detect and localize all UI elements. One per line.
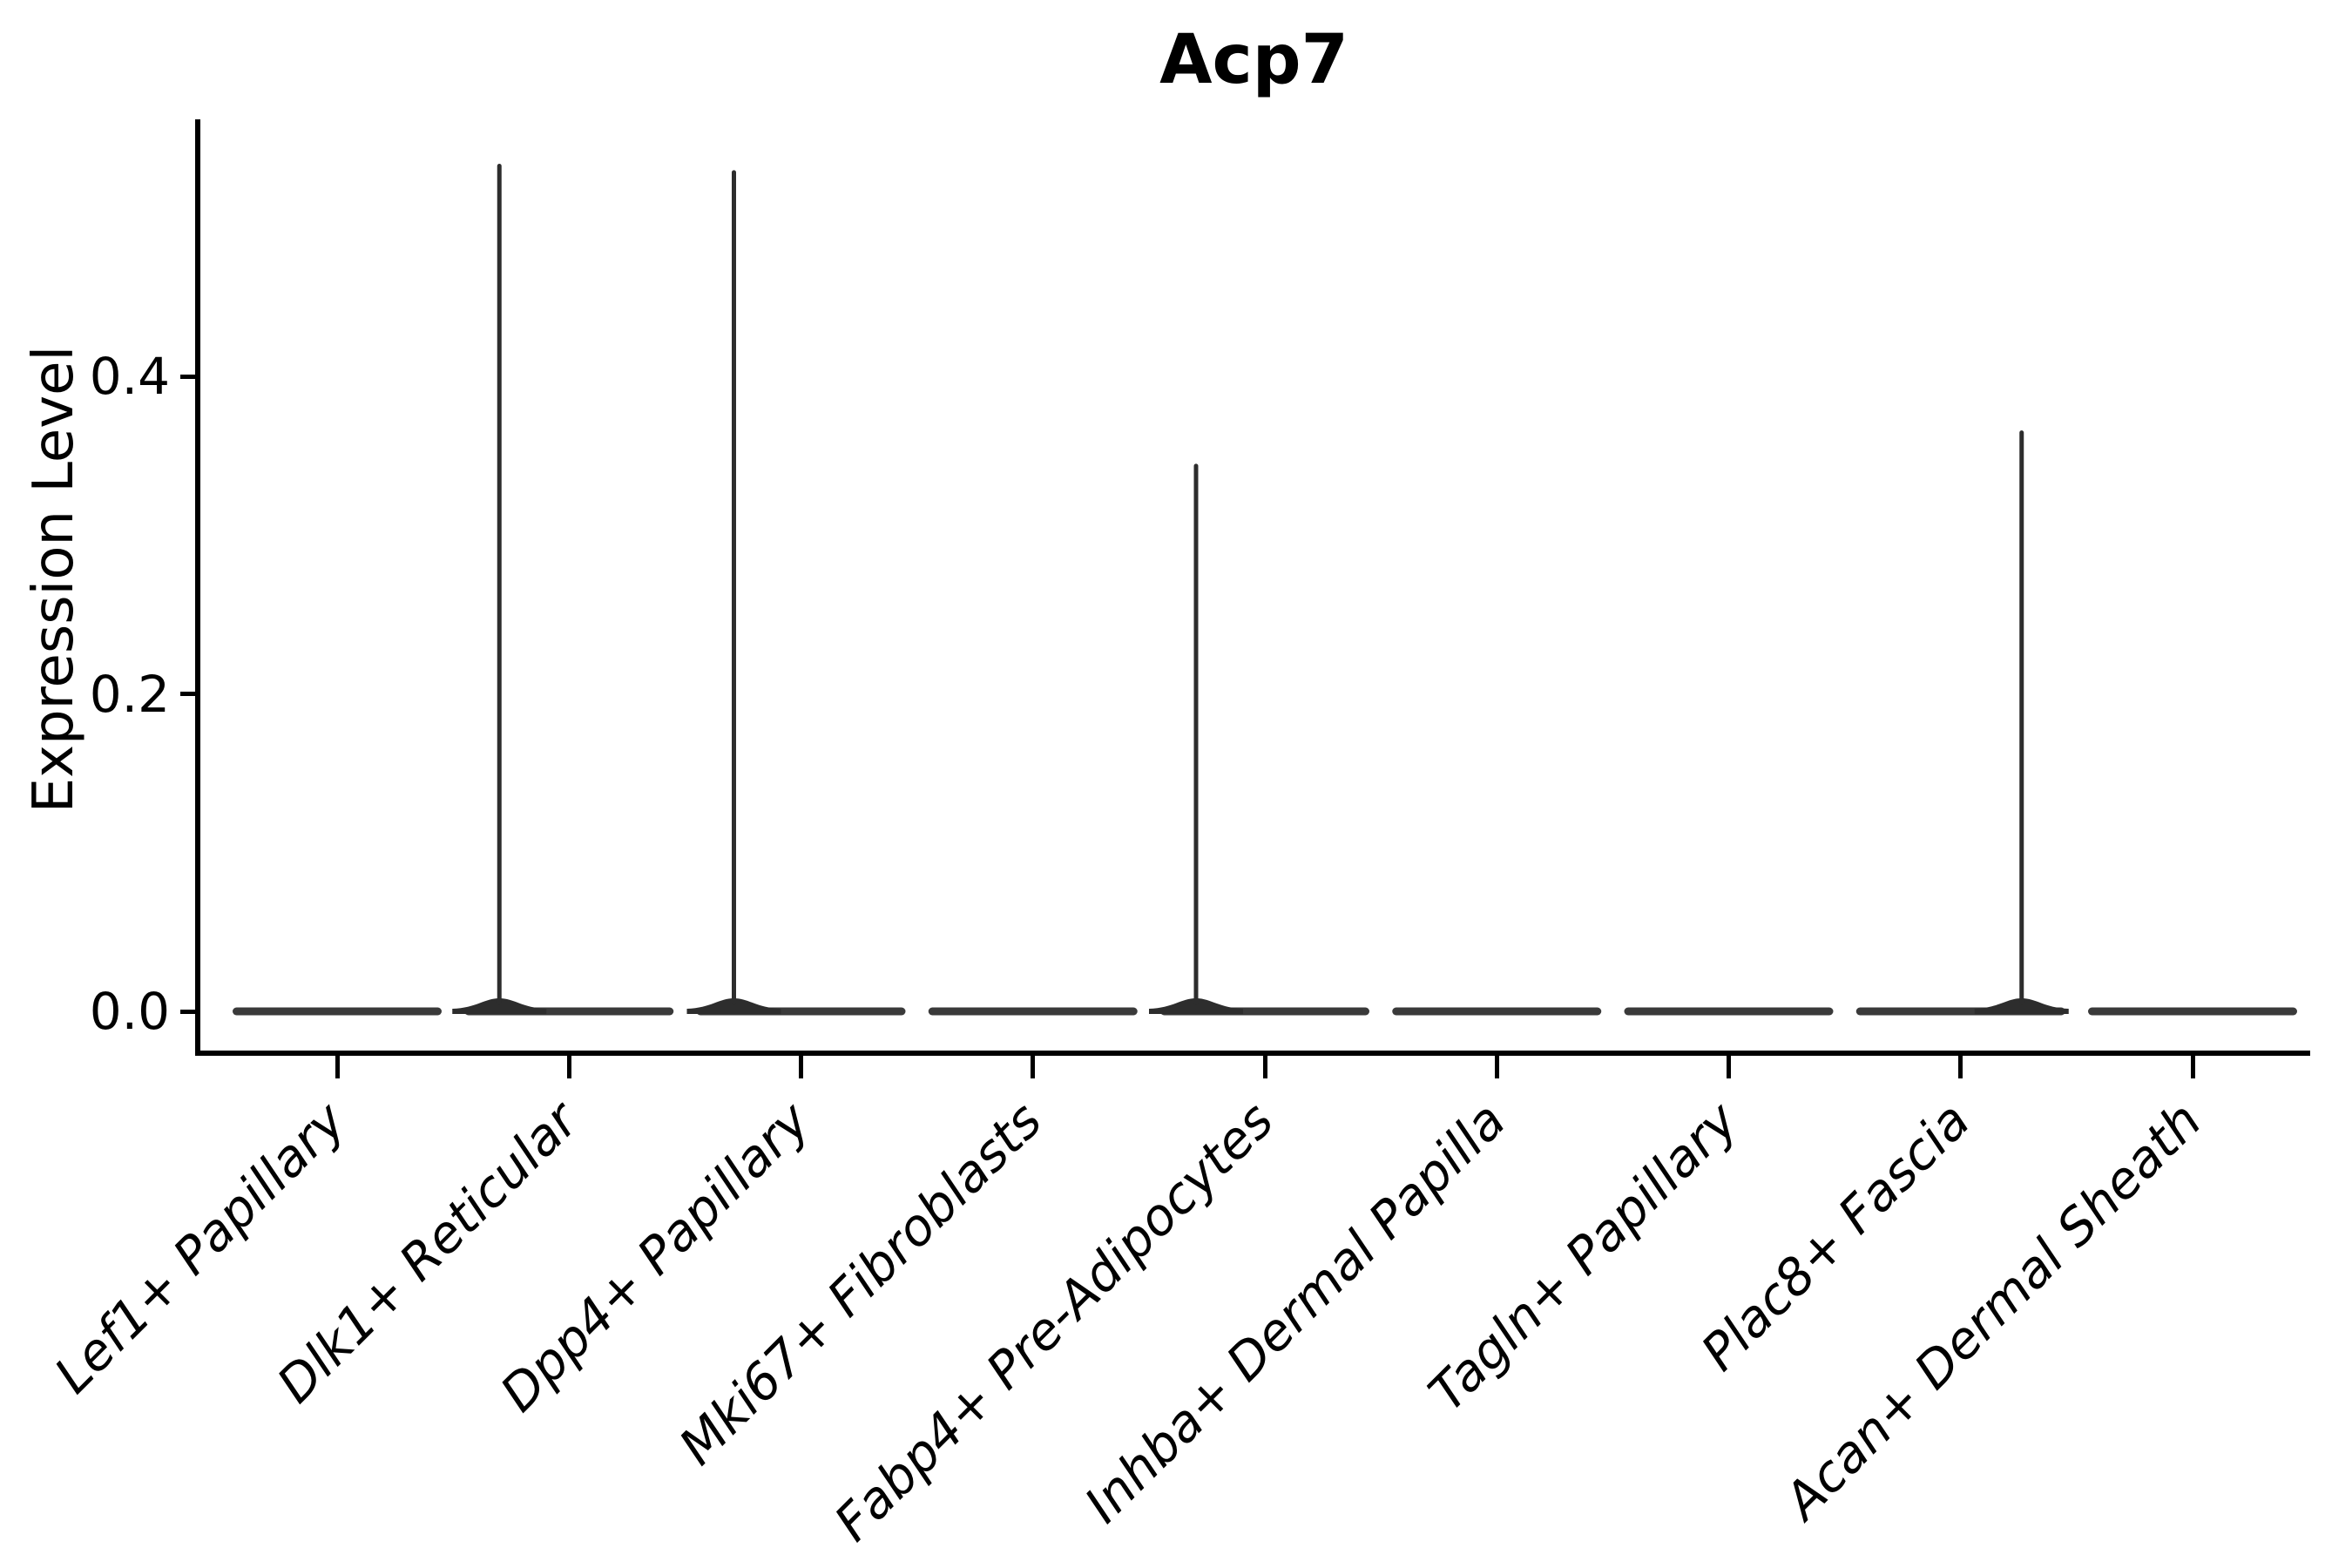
y-tick-mark — [180, 374, 196, 379]
y-tick-label: 0.4 — [89, 347, 170, 407]
y-tick-mark — [180, 1009, 196, 1014]
chart-title: Acp7 — [1159, 21, 1348, 99]
violin-base-swell — [686, 998, 781, 1014]
violin-body — [2088, 1007, 2297, 1016]
violin — [452, 164, 674, 1016]
violin — [2088, 1007, 2297, 1016]
violin-base-swell — [1149, 998, 1243, 1014]
y-tick-mark — [180, 692, 196, 697]
violin — [686, 170, 906, 1016]
violin-body — [928, 1007, 1138, 1016]
x-tick-mark — [2190, 1056, 2195, 1078]
x-tick-mark — [566, 1056, 571, 1078]
violin-base-swell — [452, 998, 547, 1014]
x-tick-mark — [1031, 1056, 1036, 1078]
violin — [1149, 463, 1369, 1016]
y-tick-label: 0.0 — [89, 982, 170, 1041]
violin — [1624, 1007, 1834, 1016]
violin — [1392, 1007, 1602, 1016]
x-tick-mark — [799, 1056, 803, 1078]
violin-body — [1392, 1007, 1602, 1016]
violin — [1855, 430, 2069, 1016]
y-tick-label: 0.2 — [89, 664, 170, 724]
x-tick-mark — [1727, 1056, 1731, 1078]
x-tick-mark — [1262, 1056, 1267, 1078]
y-axis-spine — [195, 119, 200, 1056]
x-tick-mark — [1958, 1056, 1963, 1078]
x-axis-spine — [195, 1051, 2310, 1056]
violin-body — [1624, 1007, 1834, 1016]
x-tick-mark — [335, 1056, 340, 1078]
x-tick-mark — [1494, 1056, 1499, 1078]
violin — [928, 1007, 1138, 1016]
violin-base-swell — [1974, 998, 2069, 1014]
violin — [233, 1007, 442, 1016]
violin-body — [233, 1007, 442, 1016]
